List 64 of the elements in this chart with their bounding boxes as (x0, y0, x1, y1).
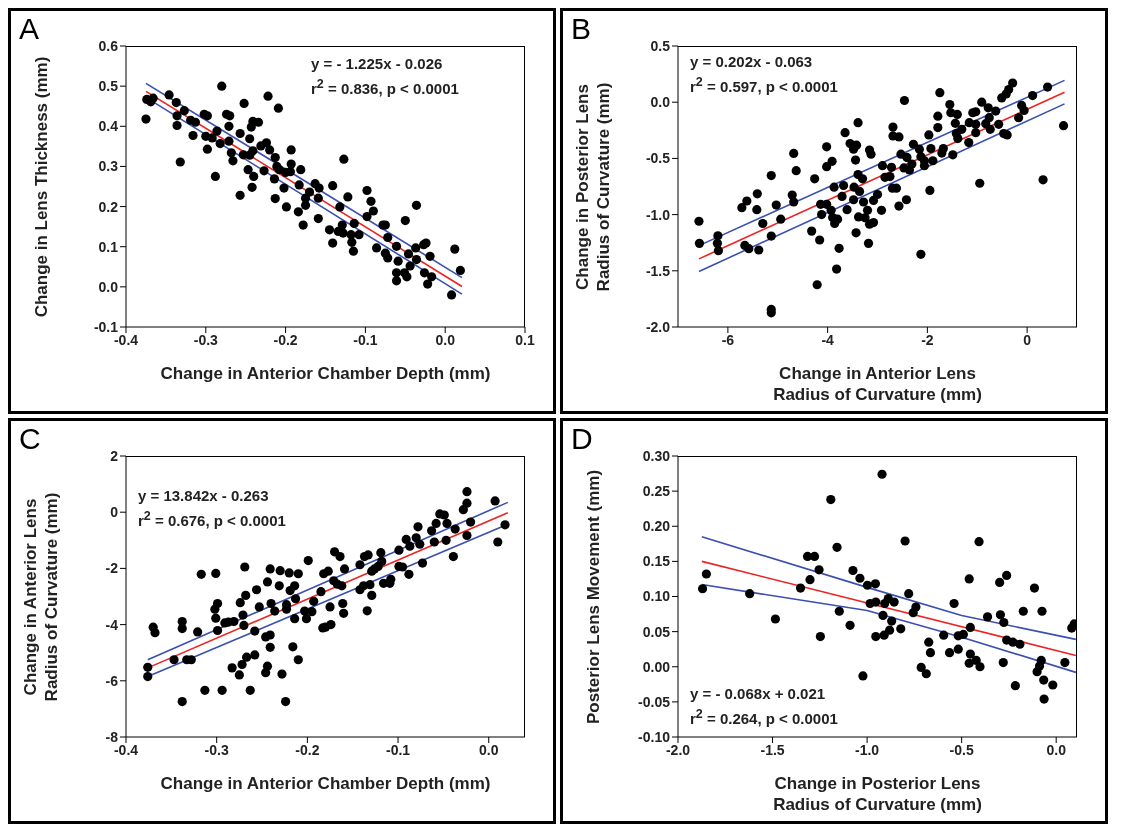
annotation: y = - 1.225x - 0.026 (311, 54, 444, 74)
y-tick-label: 0.25 (642, 483, 671, 500)
y-tick-label: 0.4 (98, 118, 119, 135)
y-tick-label: -1.5 (645, 262, 671, 279)
y-tick-label: -2.0 (645, 318, 671, 335)
y-tick-label: 0 (110, 504, 119, 521)
y-tick-label: 0.2 (98, 198, 119, 215)
y-tick-label: -0.05 (638, 693, 671, 710)
y-axis-title: Change in Anterior Lens Radius of Curvature (mm) (20, 492, 62, 701)
x-tick-label: 0 (1023, 331, 1032, 348)
y-tick-label: -4 (105, 616, 119, 633)
x-axis-title: Change in Anterior Lens Radius of Curvature (mm) (772, 363, 983, 405)
x-tick-label: -1.0 (855, 741, 880, 758)
y-tick-label: 2 (110, 447, 119, 464)
line-series (701, 535, 1077, 641)
chart-title: A (19, 11, 40, 47)
y-tick-label: 0.0 (98, 278, 119, 295)
y-tick-label: 0.5 (98, 78, 119, 95)
x-tick-label: 0.1 (515, 331, 535, 348)
y-tick-label: 0.5 (650, 37, 671, 54)
y-axis-title: Change in Posterior Lens Radius of Curvature (mm) (572, 82, 614, 291)
y-tick-label: -6 (105, 672, 119, 689)
y-tick-label: -0.5 (645, 150, 671, 167)
y-tick-label: 0.05 (642, 623, 671, 640)
chart-title: B (571, 11, 592, 47)
x-tick-label: -2 (921, 331, 934, 348)
y-tick-label: -2 (105, 560, 119, 577)
x-tick-label: 0.0 (435, 331, 456, 348)
x-tick-label: -0.3 (204, 741, 229, 758)
x-tick-label: -0.2 (273, 331, 298, 348)
annotation: y = - 0.068x + 0.021 (690, 684, 827, 704)
y-tick-label: 0.10 (642, 588, 671, 605)
y-tick-label: 0.3 (98, 158, 119, 175)
x-tick-label: -0.1 (385, 741, 411, 758)
x-axis-title: Change in Posterior Lens Radius of Curvature (mm) (772, 773, 983, 815)
x-axis-title: Change in Anterior Chamber Depth (mm) (159, 773, 492, 794)
y-tick-label: 0.00 (642, 658, 671, 675)
x-tick-label: -0.3 (193, 331, 219, 348)
annotation: r$^{2}$ = 0.264, p < 0.0001 (690, 706, 838, 729)
x-tick-label: -0.1 (353, 331, 378, 348)
annotation: r$^{2}$ = 0.676, p < 0.0001 (138, 508, 286, 531)
y-tick-label: 0.30 (642, 447, 671, 464)
x-tick-label: 0.0 (1046, 741, 1067, 758)
y-tick-label: 0.15 (642, 553, 671, 570)
y-tick-label: 0.6 (98, 37, 119, 54)
annotation: y = 13.842x - 0.263 (138, 486, 270, 506)
chart-title: D (571, 421, 593, 457)
x-tick-label: -6 (721, 331, 735, 348)
y-tick-label: -1.0 (645, 206, 671, 223)
y-axis-title: Posterior Lens Movement (mm) (582, 469, 604, 724)
x-tick-label: -0.2 (295, 741, 320, 758)
y-axis-title: Change in Lens Thickness (mm) (30, 56, 52, 317)
chart-title: C (19, 421, 41, 457)
annotation: r$^{2}$ = 0.836, p < 0.0001 (311, 76, 459, 99)
x-tick-label: -4 (821, 331, 835, 348)
y-tick-label: 0.20 (642, 518, 671, 535)
annotation: r$^{2}$ = 0.597, p < 0.0001 (690, 74, 838, 97)
x-axis-title: Change in Anterior Chamber Depth (mm) (159, 363, 492, 384)
y-tick-label: 0.0 (650, 94, 671, 111)
x-tick-label: -1.5 (760, 741, 785, 758)
x-tick-label: 0.0 (478, 741, 499, 758)
y-tick-label: 0.1 (98, 238, 119, 255)
annotation: y = 0.202x - 0.063 (690, 52, 814, 72)
x-tick-label: -0.5 (949, 741, 974, 758)
